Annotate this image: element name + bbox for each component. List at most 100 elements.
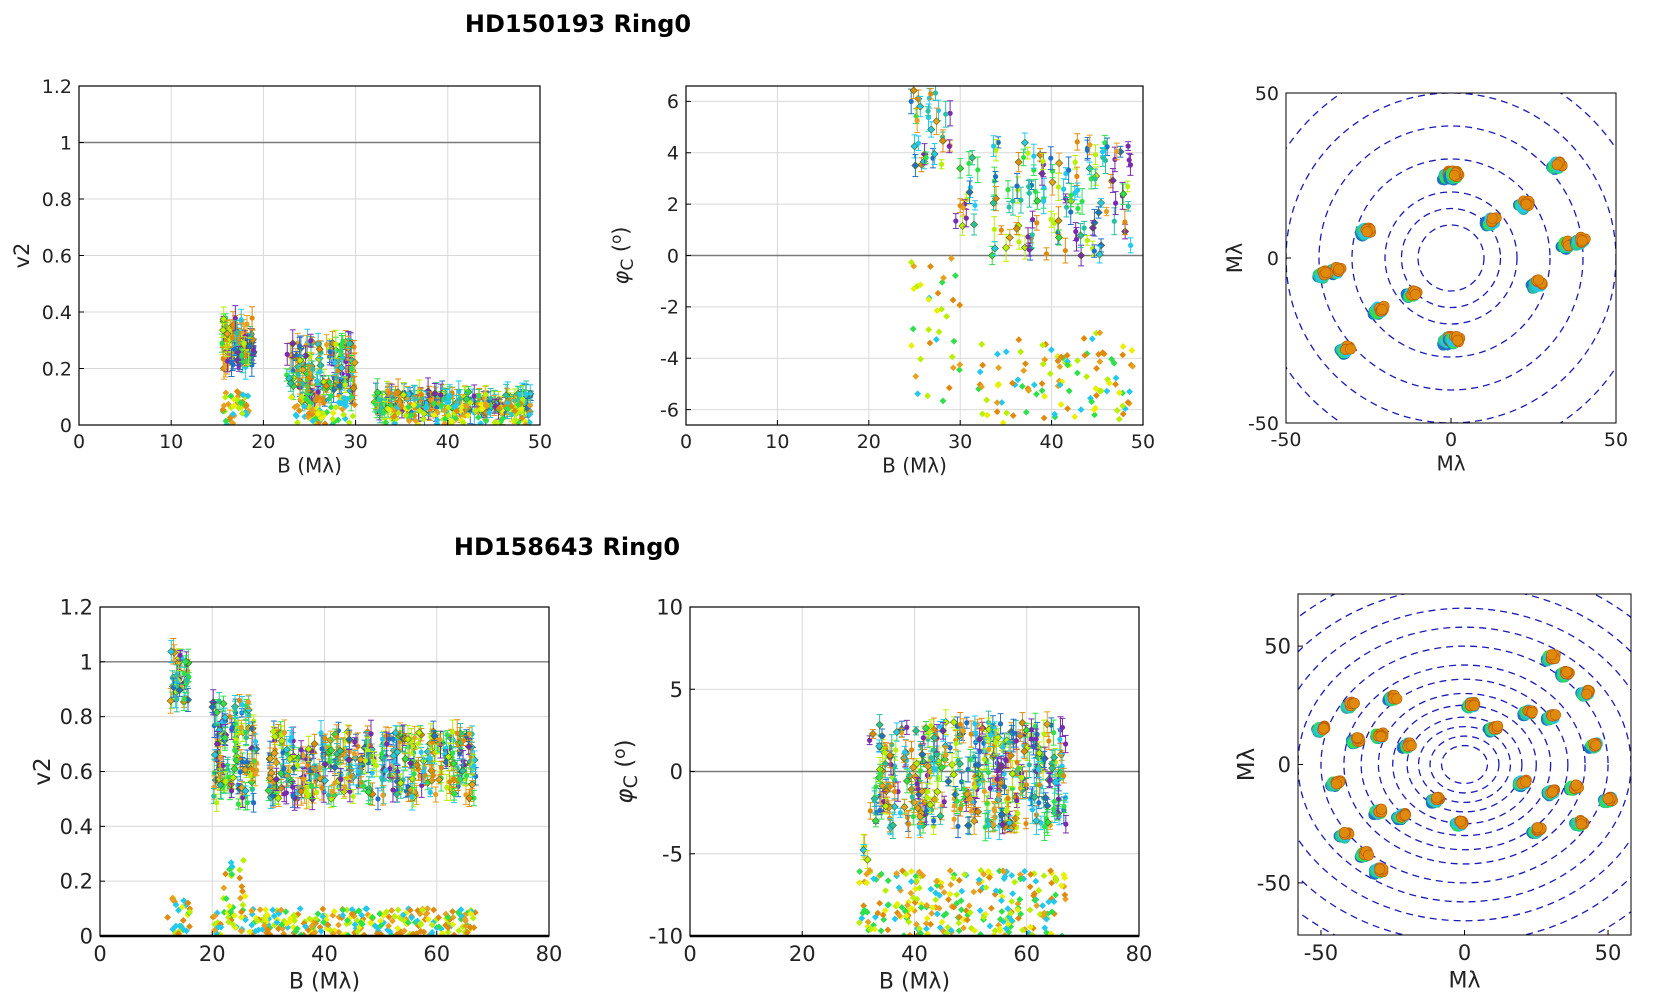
model-point [1003,409,1011,417]
model-point [995,364,1003,372]
data-point [1075,187,1081,193]
data-point [916,102,925,111]
data-point [995,139,1001,145]
top-uv-frame [1285,92,1617,424]
data-point [1084,237,1090,243]
data-point [1005,187,1011,193]
data-point [932,117,941,126]
data-point [313,778,319,784]
data-point [174,696,180,702]
data-point [223,329,232,338]
data-point [1074,139,1080,145]
data-point [339,371,345,377]
data-point [238,317,244,323]
model-point [349,412,357,420]
model-point [462,402,470,410]
model-point [935,328,943,336]
data-point [418,391,424,397]
model-point [482,400,490,408]
x-tick-label: 40 [1040,431,1064,453]
model-point [482,417,490,425]
data-point [1038,169,1047,178]
data-point [1014,158,1023,167]
model-point [1046,370,1054,378]
data-point [454,765,460,771]
data-point [224,358,231,364]
data-point [1048,155,1054,161]
y-tick-label: 6 [667,91,679,113]
model-point [1096,358,1104,366]
top-cp-chart: 0 10 20 30 40 50 -6 -4 -2 0 2 4 6 B (Mλ) φC (o) [607,85,1155,478]
model-point [1129,362,1137,370]
model-point [422,404,430,412]
data-point [1032,188,1038,195]
data-point [1020,138,1029,147]
data-point [230,362,236,368]
model-point [1119,351,1127,359]
model-point [925,326,933,334]
x-tick-label: 20 [857,431,881,453]
model-point [1119,343,1127,350]
model-point [1009,412,1017,419]
model-point [464,412,472,419]
data-point [387,390,393,396]
data-point [236,697,243,704]
model-point [1056,381,1064,389]
data-point [444,399,450,405]
data-point [438,392,444,398]
model-point [908,342,915,349]
model-point [1017,348,1025,356]
data-point [476,393,482,399]
data-point [1068,209,1074,215]
model-point [308,410,316,418]
model-point [235,404,243,412]
model-point [956,301,964,309]
model-point [412,417,420,425]
y-tick-label: 0 [667,245,679,267]
data-point [1043,251,1050,257]
y-tick-label: 0.8 [42,189,72,211]
data-point [966,160,972,167]
x-tick-label: 20 [251,431,275,453]
data-point [372,400,378,406]
data-point [1020,154,1027,161]
model-point [295,407,303,415]
data-point [1087,142,1093,148]
model-point [390,412,398,420]
data-point [1113,200,1119,206]
data-point [473,773,479,779]
model-point [1071,413,1079,421]
model-point [485,409,493,416]
data-point [963,215,969,221]
data-point [1125,203,1131,209]
model-point [1038,387,1046,395]
data-point [346,341,352,347]
model-point [983,411,991,419]
model-point [1083,373,1090,381]
data-point [938,136,947,145]
top-uv-chart: -50 0 50 -50 0 50 Mλ Mλ [1223,83,1628,476]
data-point [998,227,1004,233]
model-point [1033,390,1040,398]
data-point [418,749,424,755]
data-point [925,108,931,114]
model-point [1020,367,1028,375]
model-point [1080,335,1088,342]
data-point [239,759,245,765]
data-point [241,340,247,346]
data-point [1104,144,1110,150]
data-point [1033,196,1042,205]
data-point [326,792,332,799]
data-point [232,346,238,352]
data-point [314,789,320,795]
model-point [397,402,405,410]
model-point [1126,388,1133,396]
uv-point [1345,343,1357,355]
data-point [243,735,249,741]
data-point [330,763,339,772]
model-point [477,420,485,425]
data-point [993,147,999,153]
data-point [217,755,223,761]
data-point [520,396,526,403]
